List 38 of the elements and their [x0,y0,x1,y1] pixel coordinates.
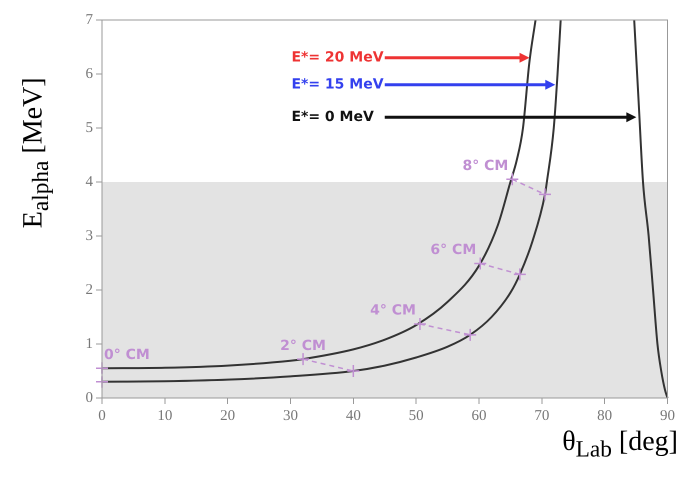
point [296,352,310,366]
annotation: E*= 15 MeV [291,76,384,92]
y-tick-label: 4 [86,174,94,190]
annotation: 0° CM [104,346,150,363]
point [474,256,488,270]
y-tick-label: 5 [86,120,93,136]
y-tick-label: 1 [86,336,93,352]
annotation: 8° CM [462,158,508,174]
point [95,362,109,376]
x-tick-label: 40 [346,408,361,424]
point [513,268,527,282]
y-tick-label: 7 [86,12,94,28]
point [538,188,552,202]
point [95,375,109,389]
y-tick-label: 2 [86,282,93,298]
point [463,328,477,342]
annotation: 4° CM [370,302,416,319]
y-tick-label: 6 [86,66,94,82]
x-tick-label: 70 [534,408,550,424]
annotation: 6° CM [430,242,476,258]
y-tick-label: 0 [86,390,93,406]
x-tick-label: 60 [472,408,486,424]
annotation: E*= 0 MeV [291,108,374,125]
point [506,172,520,186]
x-tick-label: 90 [660,408,675,424]
x-tick-label: 30 [283,408,298,424]
x-tick-label: 80 [597,408,612,424]
point [413,317,427,331]
x-tick-label: 50 [408,408,424,424]
x-tick-label: 10 [157,408,172,424]
point [346,364,360,378]
y-tick-label: 3 [86,228,93,244]
annotation: 2° CM [280,338,326,354]
annotation: E*= 20 MeV [291,49,384,66]
x-axis-title: θ$_{Lab}$ [deg] [562,426,678,464]
line-series [633,19,668,399]
x-tick-label: 20 [220,408,236,424]
x-tick-label: 0 [98,408,106,424]
